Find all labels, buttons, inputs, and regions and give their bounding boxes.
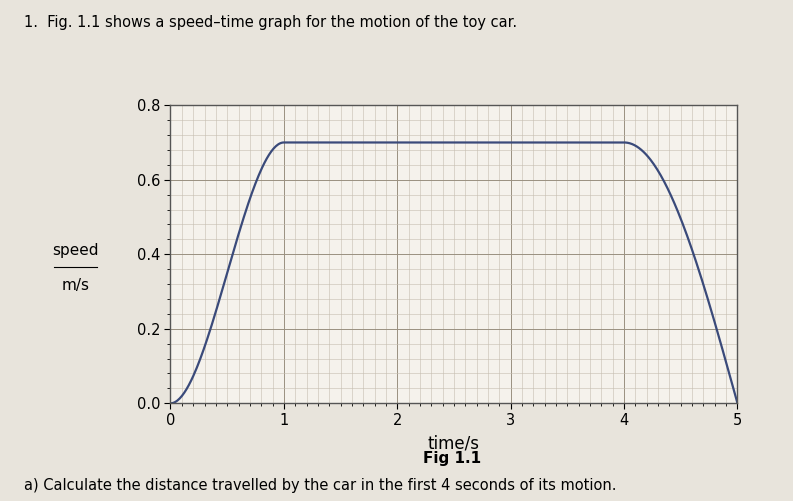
Text: m/s: m/s (61, 278, 90, 293)
Text: Fig 1.1: Fig 1.1 (423, 451, 481, 466)
X-axis label: time/s: time/s (428, 435, 480, 453)
Text: speed: speed (52, 243, 98, 258)
Text: 1.  Fig. 1.1 shows a speed–time graph for the motion of the toy car.: 1. Fig. 1.1 shows a speed–time graph for… (24, 15, 517, 30)
Text: a) Calculate the distance travelled by the car in the first 4 seconds of its mot: a) Calculate the distance travelled by t… (24, 478, 616, 493)
